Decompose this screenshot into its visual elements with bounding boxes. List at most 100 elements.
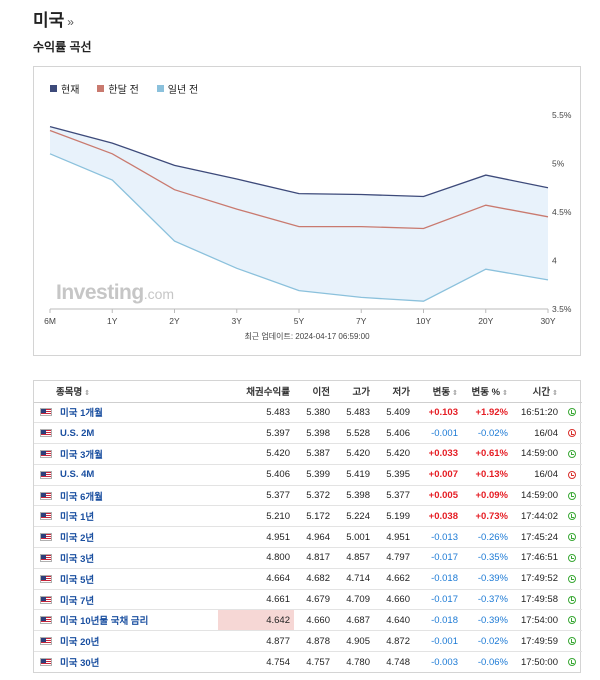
bond-name-link[interactable]: 미국 2년	[60, 533, 95, 545]
row-name-cell: 미국 2년	[34, 526, 218, 549]
header-name[interactable]: 종목명 ⇕	[34, 381, 218, 403]
bond-name-link[interactable]: 미국 7년	[60, 595, 95, 607]
table-row[interactable]: 미국 7년 4.661 4.679 4.709 4.660 -0.017 -0.37% 17:…	[34, 589, 582, 611]
legend-label-year-ago: 일년 전	[167, 85, 199, 96]
cell-prev: 5.399	[294, 464, 334, 486]
bond-name-link[interactable]: 미국 30년	[60, 658, 100, 670]
row-name-cell: 미국 20년	[34, 630, 218, 653]
status-cell	[562, 547, 582, 569]
header-yield[interactable]: 채권수익률	[218, 381, 294, 403]
cell-prev: 5.372	[294, 485, 334, 507]
cell-chg-pct: -0.35%	[462, 547, 512, 569]
bond-name-link[interactable]: 미국 5년	[60, 574, 95, 586]
cell-low: 5.377	[374, 485, 414, 507]
cell-yield: 4.951	[218, 526, 294, 549]
bond-name-link[interactable]: 미국 1개월	[60, 408, 103, 420]
bond-name-link[interactable]: 미국 3년	[60, 553, 95, 565]
y-tick-label: 5%	[552, 159, 565, 169]
bond-name-link[interactable]: 미국 3개월	[60, 449, 103, 461]
table-row[interactable]: 미국 1년 5.210 5.172 5.224 5.199 +0.038 +0.73% 17:…	[34, 505, 582, 528]
cell-low: 4.662	[374, 568, 414, 590]
market-closed-icon	[568, 470, 576, 479]
cell-low: 4.872	[374, 630, 414, 653]
cell-low: 4.660	[374, 589, 414, 611]
cell-prev: 4.757	[306, 656, 330, 668]
legend-swatch-year-ago	[156, 85, 164, 92]
title-suffix: »	[67, 15, 74, 29]
cell-prev: 5.380	[294, 402, 334, 424]
header-low[interactable]: 저가	[374, 381, 414, 403]
bond-name-link[interactable]: 미국 1년	[60, 512, 95, 524]
curve-fill-area	[50, 126, 548, 302]
us-flag-icon	[40, 449, 52, 458]
cell-prev: 4.817	[294, 547, 334, 569]
us-flag-icon	[40, 553, 52, 562]
table-row[interactable]: U.S. 4M 5.406 5.399 5.419 5.395 +0.007 +0.13% 1…	[34, 464, 582, 486]
market-open-icon	[568, 512, 576, 521]
cell-low: 4.748	[386, 656, 410, 668]
table-row[interactable]: 미국 6개월 5.377 5.372 5.398 5.377 +0.005 +0.09% 14…	[34, 485, 582, 507]
cell-yield: 4.664	[218, 568, 294, 590]
cell-time: 17:49:58	[512, 589, 562, 611]
table-row[interactable]: 미국 2년 4.951 4.964 5.001 4.951 -0.013 -0.26% 17:…	[34, 526, 582, 549]
y-tick-label: 3.5%	[552, 304, 572, 314]
table-row[interactable]: U.S. 2M 5.397 5.398 5.528 5.406 -0.001 -0.02% 1…	[34, 422, 582, 445]
table-row[interactable]: 미국 5년 4.664 4.682 4.714 4.662 -0.018 -0.39% 17:…	[34, 568, 582, 590]
bond-name-link[interactable]: 미국 10년물 국채 금리	[60, 616, 149, 628]
cell-yield: 5.210	[218, 505, 294, 528]
cell-chg-pct: -0.39%	[462, 609, 512, 632]
header-high[interactable]: 고가	[334, 381, 374, 403]
table-body: 미국 1개월 5.483 5.380 5.483 5.409 +0.103 +1.92% 16…	[34, 402, 582, 672]
cell-chg: -0.018	[414, 568, 462, 590]
bond-name-link[interactable]: 미국 6개월	[60, 491, 103, 503]
cell-prev: 5.387	[294, 443, 334, 465]
chart-legend: 현재 한달 전 일년 전	[50, 81, 198, 96]
cell-chg: -0.001	[414, 630, 462, 653]
bond-name-link[interactable]: 미국 20년	[60, 637, 100, 649]
cell-time: 17:50:00	[521, 656, 558, 668]
table-row[interactable]: 미국 1개월 5.483 5.380 5.483 5.409 +0.103 +1.92% 16…	[34, 402, 582, 424]
status-cell	[562, 568, 582, 590]
cell-chg: -0.013	[414, 526, 462, 549]
cell-prev: 4.660	[294, 609, 334, 632]
cell-chg: +0.033	[414, 443, 462, 465]
cell-prev: 4.878	[294, 630, 334, 653]
cell-low: 5.199	[374, 505, 414, 528]
legend-item-current[interactable]: 현재	[50, 81, 79, 96]
cell-time: 14:59:00	[512, 485, 562, 507]
x-tick-label: 5Y	[294, 316, 305, 326]
row-name-cell: 미국 6개월	[34, 485, 218, 507]
cell-high: 4.905	[334, 630, 374, 653]
table-row[interactable]: 미국 30년 4.754 4.757 4.780 4.748 -0.003 -0.06% 17…	[34, 652, 582, 673]
header-chg-pct-label: 변동 %	[471, 387, 501, 399]
bond-name-link[interactable]: U.S. 2M	[60, 427, 95, 439]
row-name-cell: 미국 1개월	[34, 402, 218, 424]
header-chg-pct[interactable]: 변동 % ⇕	[462, 381, 512, 403]
legend-item-year-ago[interactable]: 일년 전	[156, 81, 199, 96]
table-row[interactable]: 미국 20년 4.877 4.878 4.905 4.872 -0.001 -0.02% 17…	[34, 630, 582, 653]
table-row[interactable]: 미국 3년 4.800 4.817 4.857 4.797 -0.017 -0.35% 17:…	[34, 547, 582, 569]
x-tick-label: 3Y	[232, 316, 243, 326]
cell-high: 5.528	[334, 422, 374, 445]
market-closed-icon	[568, 429, 576, 438]
header-status	[562, 381, 582, 403]
bond-name-link[interactable]: U.S. 4M	[60, 469, 95, 481]
cell-high: 5.224	[334, 505, 374, 528]
series-line-2	[49, 153, 549, 302]
us-flag-icon	[40, 470, 52, 479]
header-time[interactable]: 시간 ⇕	[512, 381, 562, 403]
row-name-cell: 미국 1년	[34, 505, 218, 528]
cell-time: 17:44:02	[512, 505, 562, 528]
cell-yield: 4.754	[266, 656, 290, 668]
legend-item-month-ago[interactable]: 한달 전	[97, 81, 139, 96]
us-flag-icon	[40, 658, 52, 667]
x-tick-label: 7Y	[356, 316, 367, 326]
table-row[interactable]: 미국 10년물 국채 금리 4.642 4.660 4.687 4.640 -0.018-…	[34, 609, 582, 632]
cell-prev: 5.398	[294, 422, 334, 445]
table-row[interactable]: 미국 3개월 5.420 5.387 5.420 5.420 +0.033 +0.61% 14…	[34, 443, 582, 465]
cell-yield: 4.877	[218, 630, 294, 653]
header-chg[interactable]: 변동 ⇕	[414, 381, 462, 403]
row-name-cell: 미국 30년	[34, 652, 218, 673]
header-prev[interactable]: 이전	[294, 381, 334, 403]
x-tick-label: 30Y	[540, 316, 555, 326]
